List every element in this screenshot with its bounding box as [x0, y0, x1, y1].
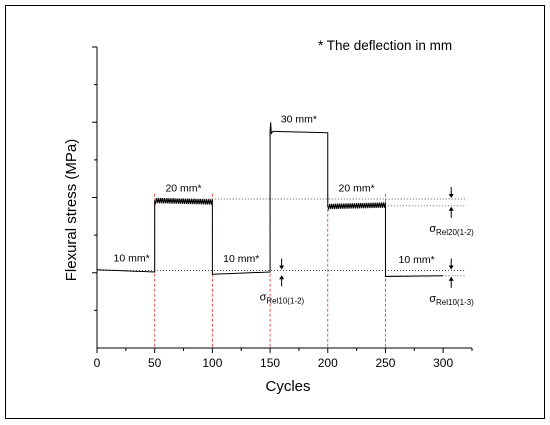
- sigma-symbol: σ: [260, 291, 267, 303]
- segment-label: 10 mm*: [399, 254, 435, 266]
- relaxation-label: σRel10(1-3): [429, 293, 474, 307]
- relaxation-label: σRel10(1-2): [260, 291, 305, 305]
- x-tick-label: 100: [202, 356, 222, 370]
- x-tick-label: 300: [433, 356, 453, 370]
- relaxation-annotations: σRel20(1-2)σRel10(1-2) σRel10(1-3): [260, 187, 474, 307]
- segment-label: 30 mm*: [281, 113, 317, 125]
- segment-label: 10 mm*: [114, 252, 150, 264]
- x-tick-label: 0: [94, 356, 101, 370]
- sigma-subscript: Rel10(1-2): [266, 296, 304, 305]
- x-tick-label: 250: [375, 356, 395, 370]
- series: [96, 122, 444, 278]
- x-axis-title: Cycles: [265, 378, 310, 395]
- y-axis-title: Flexural stress (MPa): [63, 139, 80, 282]
- relaxation-arrowhead-down: [448, 265, 454, 270]
- stress-series-line: [96, 122, 444, 278]
- segment-label: 20 mm*: [165, 182, 201, 194]
- x-tick-label: 200: [318, 356, 338, 370]
- reference-lines: [97, 198, 467, 277]
- x-tick-label: 150: [260, 356, 280, 370]
- axes: 0 50 100 150 200 250 300: [92, 46, 473, 370]
- sigma-subscript: Rel20(1-2): [436, 228, 474, 237]
- figure-frame: [5, 5, 545, 419]
- segment-labels: 10 mm* 20 mm* 10 mm* 30 mm* 20 mm* 10 mm*: [114, 113, 435, 266]
- deflection-note: * The deflection in mm: [318, 38, 452, 53]
- relaxation-arrowhead-up: [279, 275, 285, 280]
- sigma-subscript: Rel10(1-3): [436, 298, 474, 307]
- relaxation-arrowhead-down: [279, 265, 285, 270]
- relaxation-arrowhead-up: [448, 206, 454, 211]
- relaxation-label: σRel20(1-2): [429, 223, 474, 237]
- segment-label: 10 mm*: [223, 253, 259, 265]
- sigma-symbol: σ: [429, 293, 436, 305]
- x-tick-label: 50: [148, 356, 162, 370]
- relaxation-arrowhead-up: [448, 276, 454, 281]
- relaxation-arrowhead-down: [448, 194, 454, 199]
- segment-label: 20 mm*: [339, 182, 375, 194]
- sigma-symbol: σ: [429, 223, 436, 235]
